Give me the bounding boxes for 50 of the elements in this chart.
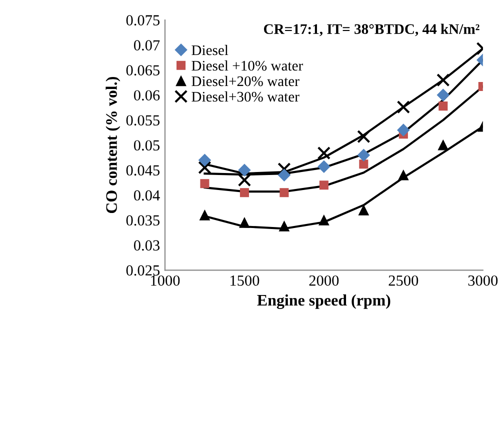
y-tick-label: 0.025 <box>126 265 160 276</box>
point <box>238 173 252 187</box>
y-tick-label: 0.035 <box>126 215 160 226</box>
y-tick-label: 0.075 <box>126 15 160 26</box>
chart-title: CR=17:1, IT= 38°BTDC, 44 kN/m² <box>264 24 480 36</box>
point <box>198 160 212 174</box>
point <box>200 179 210 188</box>
x-tick-label: 2500 <box>388 275 418 286</box>
x-axis-title: Engine speed (rpm) <box>257 294 390 310</box>
point <box>436 73 450 87</box>
legend-label: Diesel +10% water <box>192 60 303 71</box>
y-tick-label: 0.03 <box>134 240 160 251</box>
point <box>397 124 410 136</box>
y-tick-label: 0.07 <box>134 40 160 51</box>
point <box>438 140 448 150</box>
point <box>358 204 369 216</box>
point <box>436 88 450 102</box>
point <box>396 100 410 114</box>
x-tick-label: 2000 <box>309 275 339 286</box>
point <box>278 220 290 232</box>
legend-label: Diesel <box>192 44 228 56</box>
legend-label: Diesel+20% water <box>192 76 300 86</box>
legend-label: Diesel+30% water <box>192 91 300 102</box>
y-tick-label: 0.045 <box>126 165 160 176</box>
x-tick-label: 1500 <box>230 275 260 286</box>
point <box>239 217 250 228</box>
point <box>278 168 290 182</box>
x-tick-label: 1000 <box>151 275 180 286</box>
y-tick-label: 0.04 <box>134 190 160 201</box>
point <box>359 160 368 169</box>
point <box>438 102 448 111</box>
point <box>280 188 289 198</box>
y-tick-label: 0.05 <box>134 140 160 151</box>
point <box>319 180 328 190</box>
point <box>398 170 409 180</box>
point <box>317 146 331 160</box>
y-axis-title: CO content (% vol.) <box>106 77 120 214</box>
y-tick-label: 0.055 <box>126 115 160 126</box>
y-tick-label: 0.065 <box>126 65 160 76</box>
x-tick-label: 3000 <box>468 275 498 286</box>
point <box>198 154 211 166</box>
point <box>238 164 251 176</box>
point <box>357 148 370 162</box>
point <box>318 214 330 226</box>
point <box>318 160 330 173</box>
point <box>357 130 370 144</box>
point <box>278 162 291 176</box>
point <box>240 188 249 198</box>
point <box>200 210 210 220</box>
y-tick-label: 0.06 <box>134 90 160 101</box>
